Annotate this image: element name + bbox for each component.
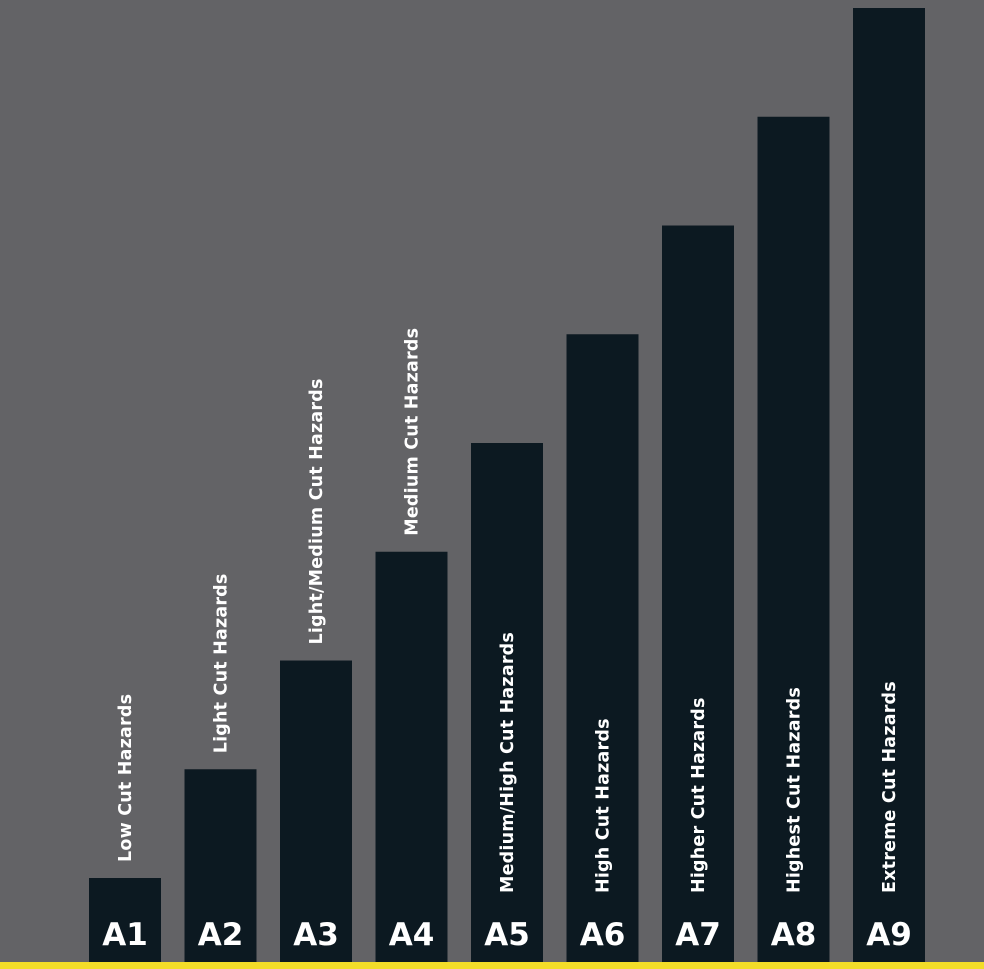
tick-label-a1: A1 (102, 917, 148, 953)
bar-a5 (471, 443, 543, 962)
bar-a2 (184, 769, 257, 962)
tick-label-a5: A5 (484, 917, 530, 953)
bar-label-a7: Higher Cut Hazards (689, 697, 709, 893)
tick-label-a2: A2 (198, 917, 244, 953)
bar-label-a4: Medium Cut Hazards (403, 328, 423, 536)
tick-labels-layer: A1 A2 A3 A4 A5 A6 A7 A8 A9 (102, 917, 912, 953)
bar-label-a3: Light/Medium Cut Hazards (307, 378, 327, 644)
tick-label-a9: A9 (866, 917, 912, 953)
bar-label-a9: Extreme Cut Hazards (880, 681, 900, 893)
bar-a4 (375, 551, 448, 962)
bar-label-a1: Low Cut Hazards (116, 694, 136, 862)
bars-layer (89, 8, 925, 962)
tick-label-a7: A7 (675, 917, 721, 953)
bar-a7 (662, 225, 734, 962)
bar-a1 (89, 878, 161, 962)
tick-label-a4: A4 (389, 917, 435, 953)
bar-labels-layer: Low Cut Hazards Light Cut Hazards Light/Me… (116, 328, 900, 893)
tick-label-a3: A3 (293, 917, 339, 953)
bar-label-a2: Light Cut Hazards (212, 573, 232, 753)
tick-label-a6: A6 (580, 917, 626, 953)
bar-label-a8: Highest Cut Hazards (785, 687, 805, 893)
bar-a6 (566, 334, 639, 962)
bar-label-a6: High Cut Hazards (594, 718, 614, 893)
bar-a8 (757, 116, 830, 962)
baseline (0, 962, 984, 969)
tick-label-a8: A8 (771, 917, 817, 953)
bar-label-a5: Medium/High Cut Hazards (498, 632, 518, 893)
bar-a3 (280, 660, 352, 962)
bar-a9 (853, 8, 925, 962)
